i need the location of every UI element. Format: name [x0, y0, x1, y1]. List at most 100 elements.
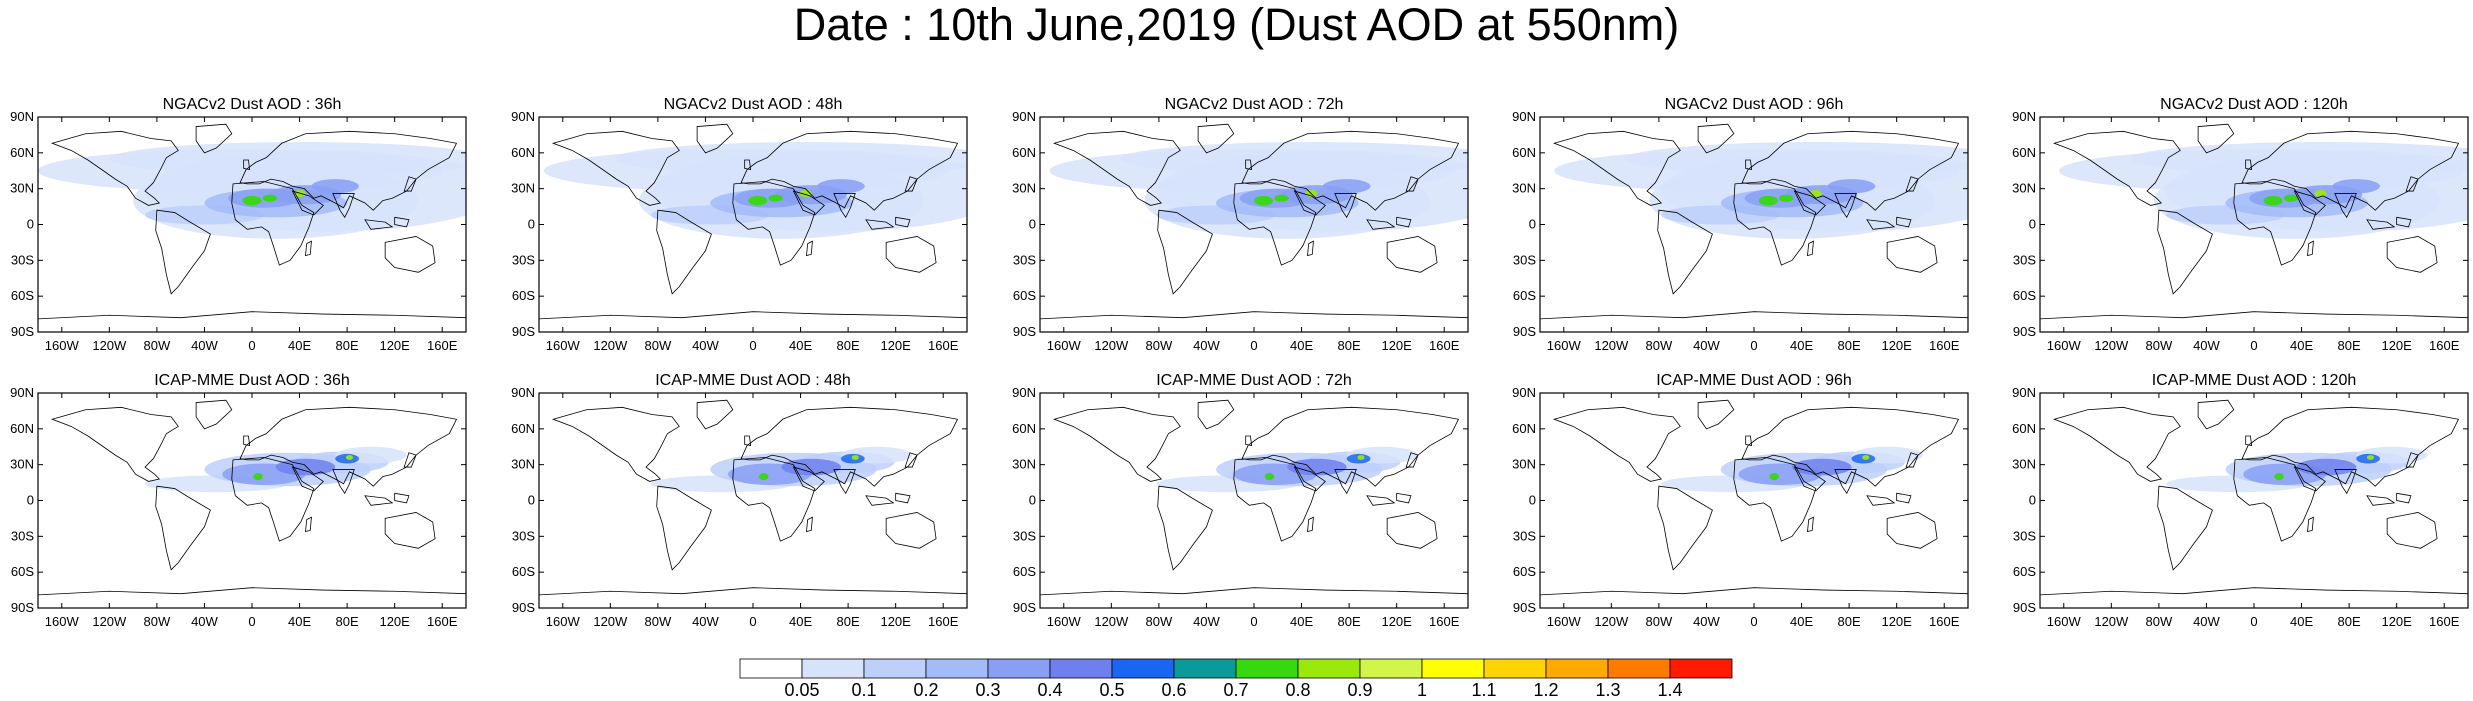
lon-tick-label: 160W [1547, 338, 1582, 353]
lon-tick-label: 160E [2429, 338, 2460, 353]
lat-tick-label: 30N [1012, 457, 1036, 472]
lon-tick-label: 40E [1790, 614, 1813, 629]
lat-tick-label: 90S [512, 600, 535, 615]
lat-tick-label: 30S [1513, 252, 1536, 267]
colorbar-cell [1049, 658, 1113, 679]
aod-contour [1758, 195, 1778, 206]
lat-tick-label: 60S [2013, 288, 2036, 303]
lat-tick-label: 60S [512, 288, 535, 303]
colorbar-cell [1669, 658, 1733, 679]
lat-tick-label: 90S [1513, 600, 1536, 615]
lat-tick-label: 30N [1512, 181, 1536, 196]
colorbar-cell [987, 658, 1051, 679]
lon-tick-label: 160W [1047, 338, 1082, 353]
colorbar-cell [1173, 658, 1237, 679]
panel-title: NGACv2 Dust AOD : 72h [1165, 96, 1344, 113]
lon-tick-label: 0 [248, 614, 255, 629]
lon-tick-label: 120E [880, 338, 911, 353]
lon-tick-label: 120W [2094, 338, 2129, 353]
lon-tick-label: 80E [336, 614, 359, 629]
aod-field [1040, 393, 1468, 608]
lat-tick-label: 90S [1513, 324, 1536, 339]
lat-tick-label: 90N [1512, 385, 1536, 400]
lat-tick-label: 60S [11, 288, 34, 303]
lat-tick-label: 60N [1512, 421, 1536, 436]
lat-tick-label: 60S [1013, 288, 1036, 303]
map-panel: NGACv2 Dust AOD : 120h 90N 60N 30N 0 30S 60S 90… [2012, 96, 2469, 353]
lon-tick-label: 120W [1094, 338, 1129, 353]
lon-tick-label: 80E [2338, 614, 2361, 629]
lon-tick-label: 40W [1693, 614, 1720, 629]
lat-tick-label: 60N [511, 421, 535, 436]
colorbar-label: 0.3 [975, 680, 1000, 700]
lat-tick-label: 0 [528, 493, 535, 508]
lat-tick-label: 30S [512, 528, 535, 543]
colorbar-cell [1545, 658, 1609, 679]
lat-tick-label: 30N [1512, 457, 1536, 472]
lon-tick-label: 80W [1146, 338, 1173, 353]
lat-tick-label: 90S [1013, 324, 1036, 339]
lon-tick-label: 40E [2290, 338, 2313, 353]
colorbar-label: 0.2 [913, 680, 938, 700]
lon-tick-label: 40E [288, 338, 311, 353]
lon-tick-label: 40W [2193, 614, 2220, 629]
aod-contour [1120, 142, 1468, 176]
colorbar-label: 0.6 [1161, 680, 1186, 700]
colorbar-label: 1.1 [1471, 680, 1496, 700]
lon-tick-label: 120W [593, 338, 628, 353]
lon-tick-label: 40E [789, 614, 812, 629]
map-panel: NGACv2 Dust AOD : 72h 90N 60N 30N 0 30S 60S 90S… [1012, 96, 1469, 353]
aod-contour [768, 194, 783, 202]
map-panel: NGACv2 Dust AOD : 96h 90N 60N 30N 0 30S 60S 90S… [1512, 96, 1969, 353]
lon-tick-label: 40W [1193, 614, 1220, 629]
aod-contour [1769, 473, 1779, 481]
lat-tick-label: 90N [10, 385, 34, 400]
lon-tick-label: 80E [1838, 614, 1861, 629]
lat-tick-label: 0 [1529, 493, 1536, 508]
lon-tick-label: 120W [1594, 614, 1629, 629]
lon-tick-label: 80E [1338, 614, 1361, 629]
lon-tick-label: 40W [1693, 338, 1720, 353]
lon-tick-label: 40E [1790, 338, 1813, 353]
aod-contour [2274, 473, 2284, 481]
aod-contour [1862, 455, 1870, 460]
lon-tick-label: 80W [645, 338, 672, 353]
lat-tick-label: 30N [10, 457, 34, 472]
lon-tick-label: 160W [546, 338, 581, 353]
aod-field [539, 393, 967, 608]
colorbar-label: 0.4 [1037, 680, 1062, 700]
aod-contour [2332, 179, 2381, 194]
lat-tick-label: 90N [511, 385, 535, 400]
lon-tick-label: 40W [692, 614, 719, 629]
map-panel: NGACv2 Dust AOD : 36h 90N 60N 30N 0 30S 60S 90S… [10, 96, 467, 353]
lat-tick-label: 30N [1012, 181, 1036, 196]
aod-contour [2130, 142, 2468, 176]
aod-contour [109, 142, 466, 176]
aod-contour [345, 455, 354, 460]
lon-tick-label: 160W [2047, 614, 2082, 629]
colorbar-cell [1359, 658, 1423, 679]
lat-tick-label: 60S [11, 564, 34, 579]
lat-tick-label: 90N [10, 109, 34, 124]
panel-title: ICAP-MME Dust AOD : 120h [2152, 372, 2357, 389]
colorbar-cell [925, 658, 989, 679]
lat-tick-label: 0 [1529, 217, 1536, 232]
lon-tick-label: 40W [692, 338, 719, 353]
aod-contour [242, 195, 262, 206]
panel-title: NGACv2 Dust AOD : 48h [664, 96, 843, 113]
lon-tick-label: 160W [1547, 614, 1582, 629]
lat-tick-label: 90S [11, 324, 34, 339]
colorbar-label: 1.3 [1595, 680, 1620, 700]
lon-tick-label: 80W [1146, 614, 1173, 629]
lat-tick-label: 90N [511, 109, 535, 124]
colorbar-label: 0.8 [1285, 680, 1310, 700]
aod-field [1040, 117, 1468, 332]
aod-contour [262, 194, 277, 202]
lon-tick-label: 120W [593, 614, 628, 629]
lon-tick-label: 0 [1250, 614, 1257, 629]
aod-contour [2283, 194, 2298, 202]
lon-tick-label: 80E [837, 614, 860, 629]
aod-contour [1625, 142, 1968, 176]
lat-tick-label: 30S [2013, 252, 2036, 267]
